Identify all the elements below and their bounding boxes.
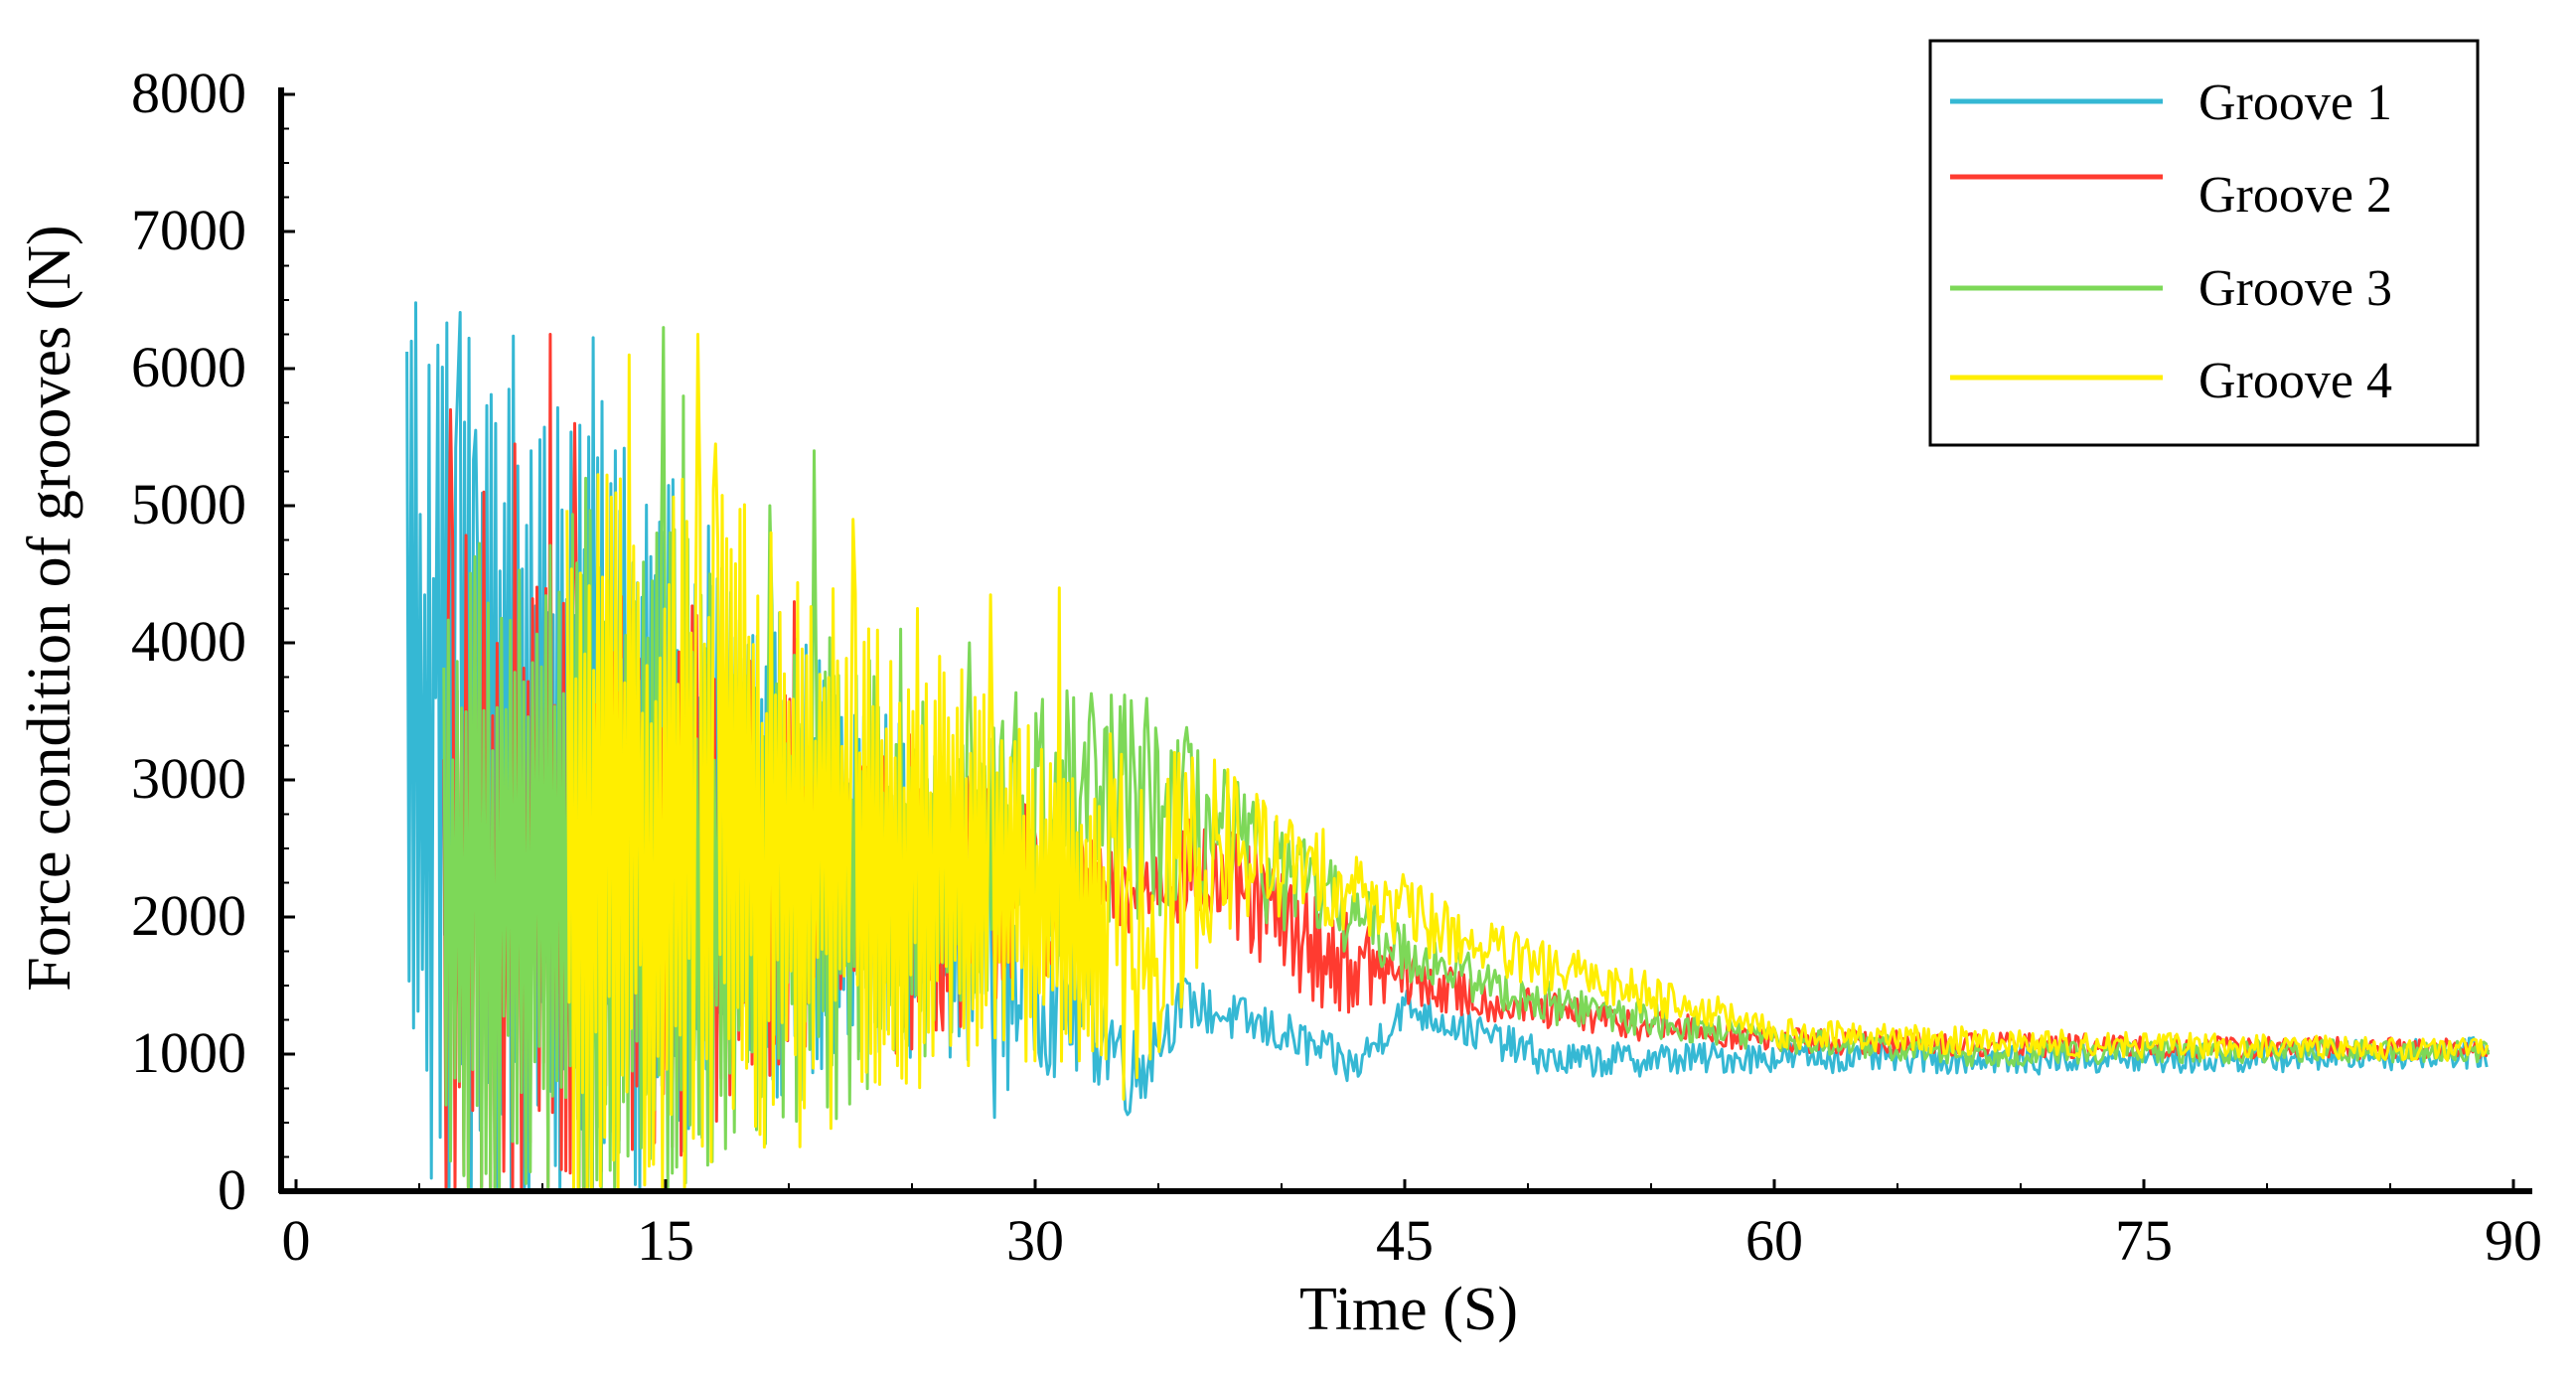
x-ticks: 0 15 30 45 60 75 90 — [282, 1179, 2542, 1273]
series-layer — [405, 301, 2491, 1193]
legend-label-groove-3: Groove 3 — [2198, 260, 2392, 317]
series-line-groove-4 — [565, 333, 2490, 1193]
y-ticks: 0 1000 2000 3000 4000 5000 6000 7000 8000 — [131, 61, 295, 1222]
y-tick-label: 2000 — [131, 883, 246, 948]
y-tick-label: 0 — [218, 1157, 246, 1222]
y-tick-label: 3000 — [131, 746, 246, 811]
legend-label-groove-4: Groove 4 — [2198, 353, 2392, 409]
x-tick-label: 90 — [2485, 1208, 2542, 1273]
y-axis-title: Force condition of grooves (N) — [16, 225, 83, 991]
x-tick-label: 75 — [2115, 1208, 2173, 1273]
legend-label-groove-2: Groove 2 — [2198, 167, 2392, 224]
y-tick-label: 5000 — [131, 472, 246, 536]
x-tick-label: 60 — [1745, 1208, 1803, 1273]
legend: Groove 1 Groove 2 Groove 3 Groove 4 — [1928, 39, 2480, 447]
y-tick-label: 6000 — [131, 335, 246, 399]
legend-label-groove-1: Groove 1 — [2198, 75, 2392, 131]
y-tick-label: 8000 — [131, 61, 246, 125]
x-tick-label: 15 — [637, 1208, 694, 1273]
x-tick-label: 45 — [1376, 1208, 1434, 1273]
y-tick-label: 1000 — [131, 1020, 246, 1085]
y-tick-label: 4000 — [131, 609, 246, 674]
x-axis-title: Time (S) — [1299, 1276, 1518, 1343]
x-tick-label: 0 — [282, 1208, 311, 1273]
y-tick-label: 7000 — [131, 198, 246, 262]
x-tick-label: 30 — [1006, 1208, 1064, 1273]
